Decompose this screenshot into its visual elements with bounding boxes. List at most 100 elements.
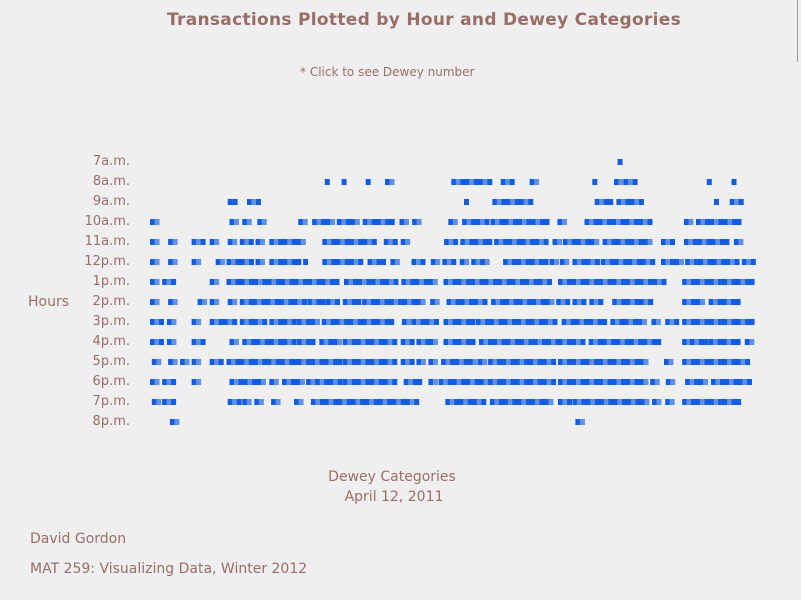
data-point[interactable]: [620, 199, 626, 205]
data-point[interactable]: [301, 359, 307, 365]
data-point[interactable]: [480, 219, 486, 225]
data-point[interactable]: [154, 219, 160, 225]
data-point[interactable]: [731, 179, 737, 185]
data-point[interactable]: [234, 379, 239, 385]
data-point[interactable]: [594, 359, 599, 365]
data-point[interactable]: [369, 379, 375, 385]
data-point[interactable]: [488, 339, 493, 345]
data-point[interactable]: [485, 319, 490, 325]
data-point[interactable]: [698, 339, 704, 345]
data-point[interactable]: [261, 379, 266, 385]
data-point[interactable]: [270, 299, 276, 305]
data-point[interactable]: [727, 219, 733, 225]
data-point[interactable]: [736, 319, 742, 325]
data-point[interactable]: [391, 399, 397, 405]
data-point[interactable]: [500, 299, 506, 305]
data-point[interactable]: [342, 359, 348, 365]
data-point[interactable]: [714, 199, 719, 205]
data-point[interactable]: [460, 299, 465, 305]
data-point[interactable]: [482, 239, 488, 245]
data-point[interactable]: [369, 359, 375, 365]
data-point[interactable]: [479, 379, 485, 385]
data-point[interactable]: [701, 239, 707, 245]
data-point[interactable]: [709, 279, 715, 285]
data-point[interactable]: [503, 239, 509, 245]
data-point[interactable]: [579, 419, 585, 425]
data-point[interactable]: [214, 299, 220, 305]
data-point[interactable]: [637, 319, 643, 325]
data-point[interactable]: [349, 259, 355, 265]
data-point[interactable]: [310, 359, 316, 365]
data-point[interactable]: [685, 259, 691, 265]
data-point[interactable]: [634, 239, 640, 245]
data-point[interactable]: [482, 359, 488, 365]
data-point[interactable]: [542, 339, 547, 345]
data-point[interactable]: [362, 219, 368, 225]
data-point[interactable]: [312, 279, 317, 285]
data-point[interactable]: [531, 299, 537, 305]
data-point[interactable]: [172, 359, 178, 365]
data-point[interactable]: [639, 279, 644, 285]
data-point[interactable]: [501, 359, 507, 365]
data-point[interactable]: [736, 399, 742, 405]
data-point[interactable]: [621, 359, 626, 365]
data-point[interactable]: [501, 339, 507, 345]
data-point[interactable]: [542, 379, 548, 385]
data-point[interactable]: [695, 299, 701, 305]
data-point[interactable]: [484, 259, 490, 265]
data-point[interactable]: [603, 359, 608, 365]
data-point[interactable]: [298, 399, 304, 405]
data-point[interactable]: [464, 199, 469, 205]
data-point[interactable]: [385, 219, 391, 225]
data-point[interactable]: [537, 359, 543, 365]
data-point[interactable]: [718, 219, 724, 225]
data-point[interactable]: [585, 279, 590, 285]
data-point[interactable]: [443, 319, 449, 325]
data-point[interactable]: [337, 359, 343, 365]
data-point[interactable]: [166, 339, 172, 345]
data-point[interactable]: [297, 339, 302, 345]
data-point[interactable]: [510, 339, 516, 345]
data-point[interactable]: [351, 299, 357, 305]
data-point[interactable]: [477, 359, 483, 365]
data-point[interactable]: [255, 239, 261, 245]
data-point[interactable]: [616, 359, 622, 365]
data-point[interactable]: [557, 219, 563, 225]
data-point[interactable]: [539, 239, 545, 245]
data-point[interactable]: [337, 339, 343, 345]
data-point[interactable]: [171, 319, 177, 325]
data-point[interactable]: [365, 179, 371, 185]
data-point[interactable]: [253, 359, 259, 365]
data-point[interactable]: [354, 219, 360, 225]
data-point[interactable]: [704, 319, 710, 325]
data-point[interactable]: [448, 219, 454, 225]
data-point[interactable]: [525, 399, 531, 405]
data-point[interactable]: [371, 279, 376, 285]
data-point[interactable]: [497, 339, 502, 345]
data-point[interactable]: [706, 179, 712, 185]
data-point[interactable]: [558, 279, 563, 285]
data-point[interactable]: [256, 379, 262, 385]
data-point[interactable]: [291, 339, 297, 345]
data-point[interactable]: [567, 359, 572, 365]
data-point[interactable]: [214, 359, 220, 365]
data-point[interactable]: [229, 339, 235, 345]
data-point[interactable]: [319, 399, 325, 405]
data-point[interactable]: [639, 399, 645, 405]
data-point[interactable]: [534, 259, 540, 265]
data-point[interactable]: [725, 259, 731, 265]
data-point[interactable]: [273, 259, 279, 265]
data-point[interactable]: [288, 299, 294, 305]
data-point[interactable]: [162, 399, 168, 405]
data-point[interactable]: [616, 219, 621, 225]
data-point[interactable]: [636, 259, 642, 265]
data-point[interactable]: [296, 239, 302, 245]
data-point[interactable]: [232, 399, 238, 405]
data-point[interactable]: [256, 199, 261, 205]
data-point[interactable]: [665, 259, 671, 265]
data-point[interactable]: [306, 379, 312, 385]
data-point[interactable]: [399, 219, 405, 225]
data-point[interactable]: [749, 279, 755, 285]
data-point[interactable]: [528, 379, 534, 385]
data-point[interactable]: [703, 339, 709, 345]
